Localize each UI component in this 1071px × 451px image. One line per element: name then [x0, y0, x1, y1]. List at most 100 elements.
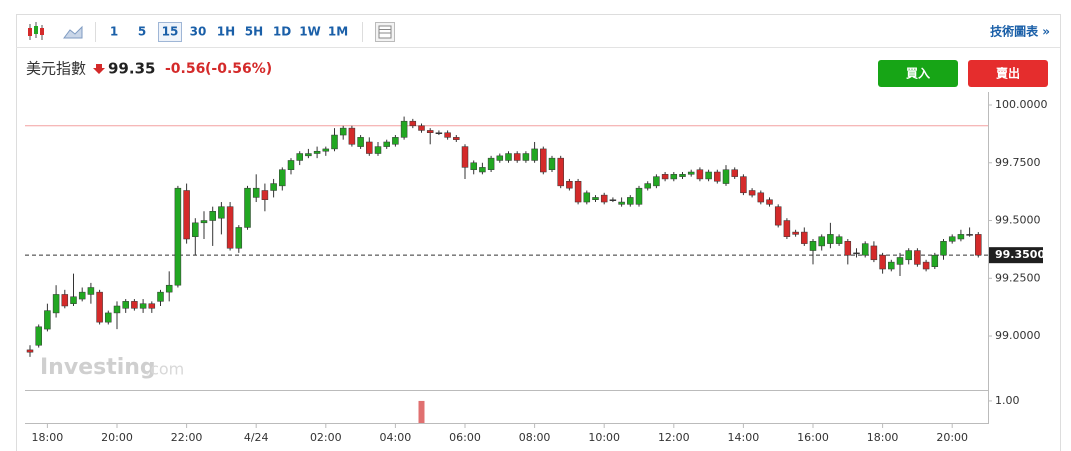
candle-icon[interactable] [28, 22, 44, 40]
interval-button[interactable]: 1H [217, 25, 235, 39]
candle-body [792, 231, 799, 235]
y-tick-label: 100.0000 [995, 98, 1048, 111]
x-tick-label: 18:00 [867, 431, 899, 444]
x-tick-label: 4/24 [244, 431, 269, 444]
candle-body [940, 241, 947, 256]
interval-button[interactable]: 1W [299, 25, 321, 39]
y-tick-label: 99.5000 [995, 214, 1041, 227]
candle-body [531, 148, 538, 161]
candle-body [174, 187, 182, 286]
candle-body [627, 197, 634, 205]
candle-body [879, 254, 886, 270]
current-price-box [989, 247, 1043, 264]
candle-body [287, 160, 295, 170]
candle-body [479, 167, 486, 173]
y-tick-label: 99.0000 [995, 329, 1041, 342]
selected-interval-box [158, 22, 182, 42]
candle-body [52, 294, 60, 314]
candle-body [148, 303, 156, 309]
candle-body [870, 245, 878, 261]
interval-button[interactable]: 30 [190, 25, 207, 39]
candle-body [78, 291, 86, 300]
candle-body [157, 291, 164, 302]
candle-body [122, 301, 129, 309]
candle-body [392, 137, 399, 145]
candle-body [113, 305, 121, 314]
candle-body [313, 150, 321, 154]
candle-body [783, 220, 791, 237]
candle-body [714, 171, 721, 182]
candle-body [644, 183, 651, 189]
interval-button[interactable]: 15 [162, 25, 179, 39]
candle-body [374, 146, 382, 154]
down-arrow [93, 64, 105, 74]
area-icon[interactable] [63, 25, 83, 39]
candle-body [348, 127, 356, 145]
candle-body [383, 141, 390, 147]
candle-body [487, 157, 495, 170]
buy-button[interactable] [878, 60, 958, 87]
candle-body [366, 141, 373, 154]
x-tick-label: 10:00 [588, 431, 620, 444]
x-tick-label: 08:00 [519, 431, 551, 444]
candle-body [444, 132, 451, 138]
candle-body [618, 201, 625, 205]
candle-body [331, 134, 338, 150]
volume-bar [418, 400, 425, 423]
candle-body [409, 120, 417, 127]
sell-label[interactable]: 賣出 [995, 66, 1020, 81]
candle-body [522, 153, 530, 161]
candle-body [470, 162, 477, 170]
candle-body [722, 169, 730, 184]
candle-body [131, 301, 138, 309]
candle-body [801, 231, 808, 244]
candle-body [975, 234, 982, 256]
candle-body [44, 310, 51, 330]
change-percent: (-0.56%) [205, 61, 272, 77]
candle-body [339, 127, 347, 136]
candle-body [600, 194, 608, 203]
candle-body [513, 153, 521, 161]
technical-chart-link[interactable]: 技術圖表 » [990, 24, 1050, 39]
candle-body [400, 120, 408, 138]
candle-body [592, 197, 599, 200]
x-tick-label: 20:00 [101, 431, 133, 444]
x-tick-label: 14:00 [728, 431, 760, 444]
candle-body [661, 174, 669, 180]
candle-body [827, 234, 834, 244]
candle-body [896, 257, 904, 265]
candle-body [139, 303, 147, 309]
candle-body [966, 234, 973, 236]
x-tick-label: 12:00 [658, 431, 690, 444]
interval-button[interactable]: 5 [138, 25, 146, 39]
candle-body [261, 190, 269, 200]
candle-body [218, 206, 225, 219]
candle-body [548, 157, 556, 170]
x-tick-label: 22:00 [171, 431, 203, 444]
candle-body [931, 254, 939, 267]
watermark-brand: Investing [40, 355, 156, 380]
x-tick-label: 02:00 [310, 431, 342, 444]
buy-label[interactable]: 買入 [906, 67, 930, 81]
candle-body [566, 180, 573, 189]
table-icon[interactable] [375, 22, 395, 42]
interval-button[interactable]: 1D [273, 25, 291, 39]
sell-button[interactable] [968, 60, 1048, 87]
candle-body [705, 171, 712, 180]
candle-body [844, 241, 852, 256]
candle-body [757, 192, 765, 203]
candle-body [357, 137, 364, 147]
interval-button[interactable]: 1 [110, 25, 118, 39]
candle-body [957, 234, 965, 240]
candle-body [888, 261, 895, 270]
candle-body [279, 169, 286, 187]
interval-button[interactable]: 1M [328, 25, 348, 39]
candle-body [670, 174, 678, 180]
candle-body [96, 291, 103, 323]
candle-body [183, 190, 190, 240]
interval-button[interactable]: 5H [245, 25, 263, 39]
candle-body [26, 349, 34, 353]
candle-body [914, 250, 921, 265]
candle-body [687, 171, 695, 175]
y-tick-label: 99.2500 [995, 271, 1041, 284]
